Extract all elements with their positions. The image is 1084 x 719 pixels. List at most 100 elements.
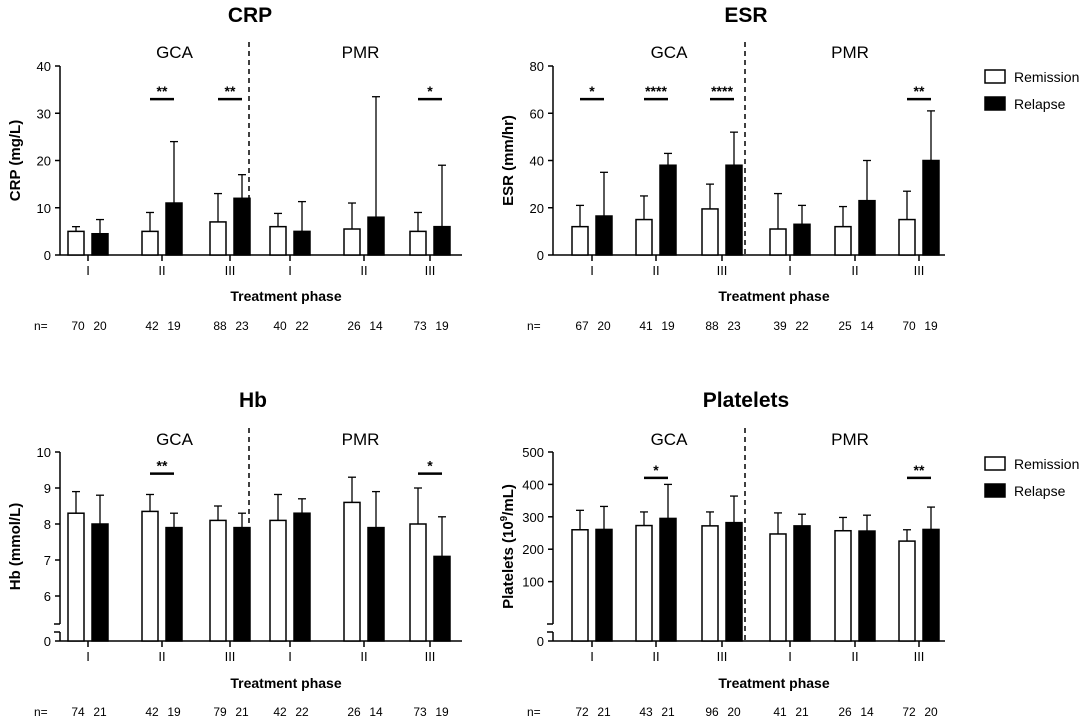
n-remission-count: 26 xyxy=(838,705,852,719)
bar-remission xyxy=(571,529,589,642)
bar-remission xyxy=(769,533,787,642)
y-tick-label: 400 xyxy=(522,477,544,492)
x-tick-label: I xyxy=(86,263,90,278)
n-relapse-count: 21 xyxy=(93,705,107,719)
y-tick-label: 7 xyxy=(44,553,51,568)
x-tick-label: III xyxy=(717,263,728,278)
y-tick-label: 40 xyxy=(37,59,51,74)
n-remission-count: 72 xyxy=(902,705,916,719)
n-remission-count: 67 xyxy=(575,319,589,333)
x-axis-label: Treatment phase xyxy=(718,675,829,691)
n-remission-count: 70 xyxy=(902,319,916,333)
legend-relapse-label: Relapse xyxy=(1014,96,1066,112)
n-relapse-count: 22 xyxy=(295,705,309,719)
y-tick-label: 40 xyxy=(530,154,544,169)
bar-remission xyxy=(635,524,653,642)
n-remission-count: 42 xyxy=(145,705,159,719)
n-remission-count: 41 xyxy=(639,319,653,333)
bar-remission xyxy=(701,525,719,642)
legend-remission-label: Remission xyxy=(1014,69,1079,85)
n-remission-count: 88 xyxy=(213,319,227,333)
bar-relapse xyxy=(858,530,876,642)
n-relapse-count: 19 xyxy=(661,319,675,333)
bar-relapse xyxy=(659,517,677,642)
legend-relapse-swatch xyxy=(984,96,1006,111)
n-prefix: n= xyxy=(34,319,48,333)
group-label-pmr: PMR xyxy=(831,43,869,62)
x-tick-label: II xyxy=(652,649,659,664)
n-remission-count: 42 xyxy=(145,319,159,333)
bar-relapse xyxy=(922,159,940,256)
significance-marker: **** xyxy=(711,83,733,99)
bar-relapse xyxy=(233,197,251,256)
group-label-pmr: PMR xyxy=(831,430,869,449)
bar-relapse xyxy=(433,555,451,642)
bar-relapse xyxy=(725,164,743,256)
x-tick-label: III xyxy=(425,263,436,278)
n-relapse-count: 19 xyxy=(435,319,449,333)
x-tick-label: I xyxy=(288,649,292,664)
significance-marker: ** xyxy=(225,83,236,99)
bar-remission xyxy=(834,225,852,256)
x-tick-label: I xyxy=(288,263,292,278)
n-remission-count: 25 xyxy=(838,319,852,333)
bar-relapse xyxy=(858,199,876,256)
n-remission-count: 43 xyxy=(639,705,653,719)
n-remission-count: 39 xyxy=(773,319,787,333)
bar-relapse xyxy=(233,526,251,642)
x-tick-label: I xyxy=(590,263,594,278)
y-tick-label: 10 xyxy=(37,445,51,460)
bar-remission xyxy=(209,519,227,642)
bar-remission xyxy=(834,529,852,642)
n-relapse-count: 20 xyxy=(597,319,611,333)
legend-bottom: Remission Relapse xyxy=(984,456,1079,499)
x-tick-label: II xyxy=(652,263,659,278)
legend-remission-swatch xyxy=(984,456,1006,471)
n-relapse-count: 19 xyxy=(167,705,181,719)
y-tick-label: 60 xyxy=(530,106,544,121)
group-label-pmr: PMR xyxy=(342,43,380,62)
n-relapse-count: 22 xyxy=(795,319,809,333)
x-tick-label: I xyxy=(86,649,90,664)
legend-remission-label: Remission xyxy=(1014,456,1079,472)
bar-relapse xyxy=(165,202,183,256)
y-tick-label: 0 xyxy=(537,248,544,263)
n-relapse-count: 19 xyxy=(435,705,449,719)
n-relapse-count: 23 xyxy=(727,319,741,333)
bar-remission xyxy=(769,228,787,256)
n-relapse-count: 14 xyxy=(860,705,874,719)
n-relapse-count: 23 xyxy=(235,319,249,333)
bar-relapse xyxy=(922,528,940,642)
n-remission-count: 72 xyxy=(575,705,589,719)
significance-marker: ** xyxy=(157,83,168,99)
y-tick-label: 0 xyxy=(537,634,544,649)
significance-marker: * xyxy=(589,83,595,99)
bar-relapse xyxy=(293,230,311,256)
n-remission-count: 79 xyxy=(213,705,227,719)
group-label-pmr: PMR xyxy=(342,430,380,449)
bar-relapse xyxy=(725,521,743,642)
y-tick-label: 500 xyxy=(522,445,544,460)
x-axis-label: Treatment phase xyxy=(230,675,341,691)
x-tick-label: III xyxy=(225,263,236,278)
n-remission-count: 88 xyxy=(705,319,719,333)
chart-panel-platelets: Platelets GCA PMR 0 100 200 300 400 500 Platelets… xyxy=(499,389,945,719)
x-tick-label: II xyxy=(851,649,858,664)
x-tick-label: II xyxy=(158,263,165,278)
legend-top: Remission Relapse xyxy=(984,69,1079,112)
significance-marker: ** xyxy=(157,458,168,474)
y-tick-label: 100 xyxy=(522,575,544,590)
group-label-gca: GCA xyxy=(651,430,689,449)
n-remission-count: 41 xyxy=(773,705,787,719)
x-tick-label: II xyxy=(360,649,367,664)
bar-relapse xyxy=(793,223,811,256)
n-remission-count: 42 xyxy=(273,705,287,719)
bar-relapse xyxy=(659,164,677,256)
bar-relapse xyxy=(595,528,613,642)
y-tick-label: 9 xyxy=(44,481,51,496)
x-tick-label: II xyxy=(851,263,858,278)
n-relapse-count: 22 xyxy=(295,319,309,333)
